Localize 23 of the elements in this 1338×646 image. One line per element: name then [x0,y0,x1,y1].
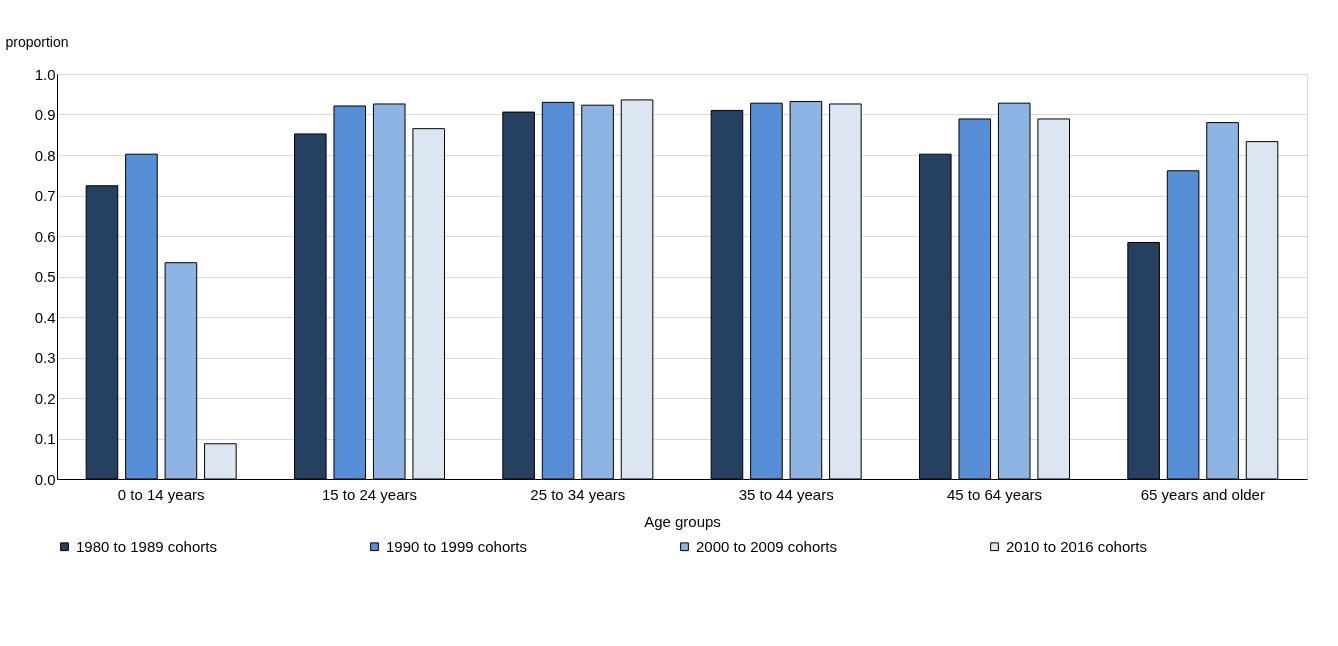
legend-label: 1990 to 1999 cohorts [386,537,527,555]
legend-label: 2010 to 2016 cohorts [1006,537,1147,555]
x-tick-label: 15 to 24 years [321,485,418,503]
legend-label: 1980 to 1989 cohorts [76,537,217,555]
x-tick-label: 0 to 14 years [117,485,205,503]
legend-label: 2000 to 2009 cohorts [696,537,837,555]
y-tick-label: 0.6 [34,227,56,245]
y-tick-label: 0.7 [34,187,56,204]
y-tick-label: 0.9 [34,106,56,123]
y-tick-label: 0.4 [34,308,56,326]
y-tick-label: 0.2 [34,389,56,407]
x-tick-label: 35 to 44 years [738,485,834,503]
y-tick-label: 1.0 [34,65,56,83]
y-tick-label: 0.0 [34,470,56,488]
y-axis-title: proportion [5,33,69,50]
y-tick-label: 0.5 [34,268,56,285]
y-tick-label: 0.1 [34,430,56,447]
y-tick-label: 0.3 [34,349,56,366]
x-tick-label: 65 years and older [1140,485,1265,503]
y-tick-label: 0.8 [34,146,56,164]
x-tick-label: 45 to 64 years [946,485,1043,503]
x-tick-label: 25 to 34 years [530,485,626,503]
x-axis-title: Age groups [644,512,721,530]
